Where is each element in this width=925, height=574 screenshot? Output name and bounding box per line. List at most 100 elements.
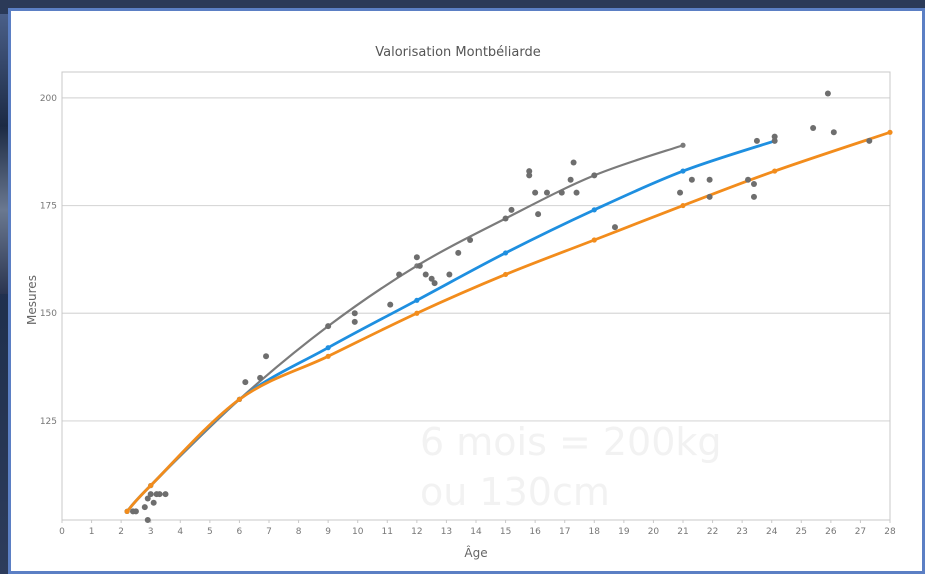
blue-series-point	[414, 297, 420, 303]
scatter-point	[428, 275, 435, 282]
x-axis-title: Âge	[464, 545, 487, 560]
scatter-point	[745, 176, 752, 183]
data-points	[129, 90, 873, 523]
x-tick-label: 8	[296, 527, 302, 537]
orange-series-point	[148, 482, 154, 489]
scatter-point	[570, 159, 577, 166]
scatter-point	[502, 215, 509, 222]
scatter-point	[413, 254, 420, 261]
orange-series-point	[887, 129, 893, 135]
blue-series-point	[591, 207, 597, 213]
overlay-line-2: ou 130cm	[420, 470, 610, 514]
grey-series-point	[680, 142, 686, 148]
x-tick-label: 22	[707, 527, 718, 537]
y-tick-label: 200	[40, 94, 57, 104]
scatter-point	[753, 137, 760, 144]
scatter-point	[532, 189, 539, 196]
x-tick-label: 6	[237, 527, 243, 537]
scatter-point	[150, 499, 157, 506]
y-tick-label: 150	[40, 309, 57, 319]
orange-series-point	[124, 508, 130, 514]
scatter-point	[866, 137, 873, 144]
orange-series-point	[772, 168, 778, 174]
scatter-point	[387, 301, 394, 308]
chart-title: Valorisation Montbéliarde	[375, 45, 540, 60]
x-tick-label: 20	[648, 527, 660, 537]
scatter-point	[257, 374, 264, 381]
scatter-point	[591, 172, 598, 179]
x-tick-label: 12	[411, 527, 422, 537]
scatter-point	[147, 491, 154, 498]
scatter-point	[144, 495, 151, 502]
scatter-point	[446, 271, 453, 278]
scatter-point	[132, 508, 139, 515]
scatter-point	[416, 262, 423, 269]
y-tick-label: 125	[40, 417, 57, 427]
scatter-point	[567, 176, 574, 183]
x-tick-label: 5	[207, 527, 213, 537]
x-tick-label: 18	[589, 527, 601, 537]
orange-series-point	[325, 353, 331, 359]
scatter-point	[242, 379, 249, 386]
scatter-point	[351, 310, 358, 317]
scatter-point	[750, 193, 757, 200]
scatter-point	[677, 189, 684, 196]
scatter-point	[611, 224, 618, 231]
x-tick-label: 21	[677, 527, 688, 537]
x-tick-label: 13	[441, 527, 452, 537]
scatter-point	[830, 129, 837, 136]
scatter-point	[141, 504, 148, 511]
scatter-point	[526, 168, 533, 175]
scatter-point	[396, 271, 403, 278]
scatter-point	[771, 137, 778, 144]
scatter-point	[156, 491, 163, 498]
x-tick-label: 17	[559, 527, 570, 537]
scatter-point	[535, 211, 542, 218]
orange-series-point	[236, 396, 243, 402]
x-tick-label: 2	[118, 527, 124, 537]
x-tick-label: 4	[177, 527, 183, 537]
blue-series-point	[502, 250, 509, 256]
scatter-point	[543, 189, 550, 196]
x-tick-label: 25	[796, 527, 807, 537]
scatter-point	[771, 133, 778, 140]
x-tick-label: 19	[618, 527, 630, 537]
scatter-point	[558, 189, 565, 196]
scatter-point	[351, 318, 358, 325]
blue-series-point	[325, 345, 331, 351]
caption-overlay: 6 mois = 200kg ou 130cm	[420, 420, 722, 514]
x-tick-label: 28	[884, 527, 896, 537]
x-tick-label: 23	[736, 527, 747, 537]
x-tick-label: 9	[325, 527, 331, 537]
y-tick-label: 175	[40, 202, 57, 212]
scatter-point	[508, 206, 515, 213]
scatter-point	[431, 280, 438, 287]
gridlines	[62, 97, 890, 422]
orange-series-point	[591, 237, 597, 243]
scatter-point	[810, 125, 817, 131]
x-tick-label: 10	[352, 527, 364, 537]
x-tick-label: 14	[470, 527, 482, 537]
scatter-point	[467, 237, 474, 243]
orange-series-point	[502, 271, 509, 278]
x-tick-label: 7	[266, 527, 272, 537]
scatter-point	[750, 181, 757, 187]
x-tick-label: 11	[382, 527, 393, 537]
orange-series-point	[680, 202, 686, 209]
series-lines	[124, 129, 893, 514]
x-tick-label: 15	[500, 527, 511, 537]
scatter-point	[824, 90, 831, 97]
scatter-point	[688, 176, 695, 183]
scatter-point	[422, 271, 429, 278]
scatter-point	[706, 176, 713, 183]
scatter-point	[706, 193, 713, 200]
scatter-point	[325, 323, 332, 330]
x-tick-label: 1	[89, 527, 95, 537]
blue-series-point	[680, 168, 686, 174]
x-tick-label: 24	[766, 527, 778, 537]
scatter-point	[526, 172, 533, 179]
x-tick-label: 27	[855, 527, 866, 537]
scatter-point	[455, 249, 462, 256]
